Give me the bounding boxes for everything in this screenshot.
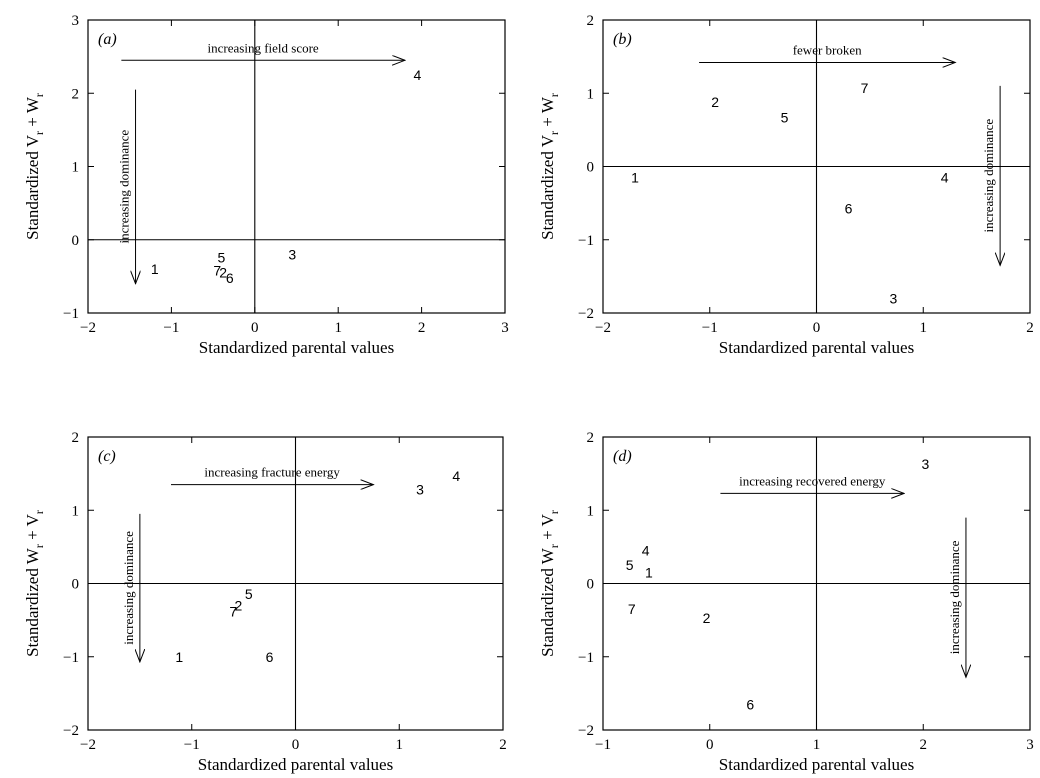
data-point-5: 5: [245, 586, 253, 602]
panel-label: (a): [98, 31, 117, 48]
panel-label: (c): [98, 448, 116, 465]
x-tick-label: 0: [292, 737, 300, 753]
data-point-5: 5: [626, 557, 634, 573]
x-axis-label: Standardized parental values: [198, 755, 393, 774]
scatter-chart-c: −2 −1 0 1 2 −2 −1 0 1 2 Standardized parental valu…: [23, 430, 507, 774]
x-tick-label: 1: [813, 737, 821, 753]
x-tick-label: −2: [595, 320, 611, 336]
x-tick-label: −1: [184, 737, 200, 753]
x-tick-label: 1: [920, 320, 928, 336]
data-point-2: 2: [703, 610, 711, 626]
data-point-1: 1: [645, 565, 653, 581]
x-axis-label: Standardized parental values: [719, 338, 914, 357]
x-tick-label: 3: [501, 320, 509, 336]
y-tick-label: 0: [587, 577, 595, 593]
y-tick-label: 2: [72, 430, 80, 446]
y-tick-label: 0: [587, 160, 595, 176]
y-tick-label: −1: [578, 650, 594, 666]
x-axis-label: Standardized parental values: [199, 338, 394, 357]
x-tick-label: −1: [702, 320, 718, 336]
data-point-2: 2: [219, 265, 227, 281]
y-axis-label: Standardized Wr + Vr: [538, 510, 561, 657]
x-tick-label: −1: [163, 320, 179, 336]
data-point-7: 7: [229, 603, 237, 619]
data-point-6: 6: [845, 200, 853, 216]
y-tick-label: 0: [72, 233, 80, 249]
y-axis-label: Standardized Wr + Vr: [23, 510, 46, 657]
annotation-label: increasing dominance: [981, 119, 996, 233]
data-point-1: 1: [631, 169, 639, 185]
y-tick-label: −2: [578, 723, 594, 739]
x-tick-label: 3: [1026, 737, 1034, 753]
y-axis-label: Standardized Vr + Wr: [538, 93, 561, 240]
y-tick-label: −2: [578, 306, 594, 322]
data-point-4: 4: [941, 169, 949, 185]
annotation-label: increasing dominance: [117, 130, 132, 244]
panel-label: (d): [613, 448, 632, 465]
y-tick-label: −1: [63, 650, 79, 666]
data-point-5: 5: [218, 249, 226, 265]
data-point-3: 3: [889, 290, 897, 306]
data-point-1: 1: [175, 649, 183, 665]
data-point-6: 6: [266, 649, 274, 665]
y-tick-label: 2: [72, 86, 80, 102]
x-tick-label: 2: [1026, 320, 1034, 336]
annotation-label: increasing fracture energy: [204, 465, 340, 480]
x-tick-label: 0: [706, 737, 714, 753]
data-point-1: 1: [151, 261, 159, 277]
y-tick-label: 3: [72, 13, 80, 29]
data-point-4: 4: [642, 543, 650, 559]
data-point-6: 6: [746, 696, 754, 712]
data-point-7: 7: [628, 601, 636, 617]
y-tick-label: −1: [578, 233, 594, 249]
x-tick-label: 0: [813, 320, 821, 336]
y-tick-label: 1: [587, 503, 595, 519]
data-point-7: 7: [861, 80, 869, 96]
y-tick-label: 1: [587, 86, 595, 102]
data-point-5: 5: [781, 109, 789, 125]
annotation-label: increasing dominance: [121, 531, 136, 645]
x-axis-label: Standardized parental values: [719, 755, 914, 774]
annotation-label: fewer broken: [793, 42, 862, 57]
panel-label: (b): [613, 31, 632, 48]
data-point-6: 6: [226, 270, 234, 286]
x-tick-label: −1: [595, 737, 611, 753]
y-tick-label: 2: [587, 430, 595, 446]
x-tick-label: −2: [80, 737, 96, 753]
y-tick-label: 0: [72, 577, 80, 593]
data-point-3: 3: [921, 456, 929, 472]
data-point-4: 4: [414, 67, 422, 83]
x-tick-label: 1: [396, 737, 404, 753]
x-tick-label: 2: [499, 737, 507, 753]
data-point-2: 2: [711, 94, 719, 110]
annotation-label: increasing recovered energy: [739, 473, 886, 488]
y-tick-label: −1: [63, 306, 79, 322]
annotation-label: increasing field score: [208, 40, 319, 55]
annotation-label: increasing dominance: [947, 540, 962, 654]
data-point-7: 7: [213, 263, 221, 279]
data-point-4: 4: [452, 468, 460, 484]
y-tick-label: 1: [72, 160, 80, 176]
y-tick-label: 2: [587, 13, 595, 29]
x-tick-label: −2: [80, 320, 96, 336]
y-tick-label: −2: [63, 723, 79, 739]
x-tick-label: 2: [920, 737, 928, 753]
x-tick-label: 1: [334, 320, 342, 336]
y-tick-label: 1: [72, 503, 80, 519]
y-axis-label: Standardized Vr + Wr: [23, 93, 46, 240]
data-point-3: 3: [416, 482, 424, 498]
data-point-2: 2: [235, 597, 243, 613]
scatter-chart-b: −2 −1 0 1 2 −2 −1 0 1 2 Standardized parental valu…: [538, 13, 1034, 357]
data-point-3: 3: [288, 246, 296, 262]
x-tick-label: 0: [251, 320, 259, 336]
x-tick-label: 2: [418, 320, 426, 336]
